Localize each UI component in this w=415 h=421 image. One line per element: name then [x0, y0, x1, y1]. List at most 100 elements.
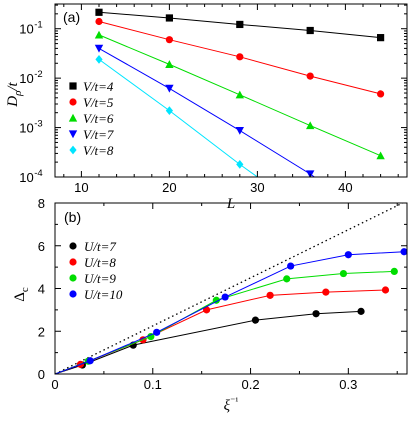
data-point: [251, 316, 260, 324]
x-tick-label: 0: [51, 377, 58, 392]
series-line: [98, 58, 259, 177]
series-line: [55, 289, 386, 374]
series-U/t=10: [55, 248, 407, 374]
data-point: [339, 269, 348, 278]
series-line: [55, 310, 362, 374]
y-axis-title: Dρ/t: [5, 81, 24, 107]
data-point: [381, 286, 390, 294]
legend-item: U/t=7: [69, 239, 116, 254]
data-point: [236, 53, 244, 61]
y-tick-label: 6: [38, 239, 45, 254]
y-tick-label: 2: [38, 324, 45, 339]
legend-item: V/t=5: [69, 95, 114, 110]
legend-label: U/t=9: [84, 271, 116, 286]
data-point: [235, 126, 244, 135]
plot-frame: [54, 3, 408, 178]
legend-label: U/t=7: [84, 239, 116, 254]
panel-a: 10 20 30 4010-410-310-210-1LDρ/t(a)V/t=4V/t…: [5, 3, 408, 212]
x-axis-title: ξ⁻¹: [224, 396, 239, 414]
legend-item: V/t=6: [68, 111, 114, 126]
series-U/t=7: [55, 307, 365, 374]
data-point: [357, 307, 365, 315]
data-point: [312, 310, 320, 318]
legend-label: V/t=7: [83, 127, 114, 142]
data-point: [94, 44, 104, 53]
x-tick-label: 10: [74, 180, 88, 195]
data-point: [95, 8, 103, 16]
data-point: [306, 121, 315, 130]
data-point: [306, 72, 314, 80]
legend-item: V/t=7: [68, 127, 114, 142]
series-V/t=8: [95, 54, 259, 177]
x-tick-label: 30: [250, 180, 264, 195]
data-point: [306, 170, 315, 177]
data-point: [94, 30, 104, 39]
y-tick-label: 10-4: [19, 168, 42, 185]
legend-marker: [69, 258, 77, 266]
y-tick-label: 4: [38, 282, 45, 297]
data-point: [147, 332, 155, 341]
data-point: [86, 357, 94, 365]
x-tick-label: 0.3: [339, 377, 357, 392]
legend-marker: [69, 290, 77, 298]
legend-item: U/t=9: [69, 271, 116, 286]
data-point: [287, 262, 295, 270]
legend-label: V/t=6: [83, 111, 114, 126]
data-point: [221, 293, 229, 301]
y-tick-label: 10-3: [19, 119, 42, 136]
legend-marker: [69, 274, 77, 282]
legend-marker: [69, 82, 77, 90]
data-point: [306, 26, 314, 35]
panel-label: (a): [63, 9, 80, 25]
legend-marker: [68, 113, 78, 122]
data-point: [400, 248, 407, 256]
legend-marker: [69, 145, 77, 155]
legend-label: U/t=8: [84, 255, 116, 270]
panel-label: (b): [64, 209, 81, 225]
data-point: [236, 20, 244, 29]
data-point: [165, 84, 174, 93]
data-point: [95, 17, 103, 26]
y-tick-label: 8: [38, 196, 45, 211]
x-tick-label: 0.2: [242, 377, 260, 392]
data-point: [377, 34, 385, 42]
x-tick-label: 40: [338, 180, 352, 195]
data-point: [165, 14, 173, 22]
legend-label: V/t=5: [83, 95, 114, 110]
legend-marker: [69, 242, 77, 250]
data-point: [283, 275, 291, 283]
legend-item: U/t=8: [69, 255, 116, 270]
series-line: [98, 47, 316, 177]
series-V/t=6: [94, 30, 385, 160]
y-axis-title: Δc: [12, 287, 31, 302]
legend-item: V/t=8: [69, 143, 114, 158]
data-point: [344, 251, 352, 259]
x-axis-title: L: [226, 196, 235, 212]
data-point: [165, 36, 173, 44]
data-point: [377, 90, 385, 98]
legend-item: V/t=4: [69, 79, 114, 94]
data-point: [376, 151, 385, 160]
y-tick-label: 0: [38, 367, 45, 382]
y-tick-label: 10-1: [19, 20, 42, 37]
data-point: [236, 159, 244, 169]
series-V/t=4: [95, 8, 385, 42]
panel-b: 0 0.1 0.2 0.3 0 2 4 6 8 ξ⁻¹ Δc (b)U/t=7U/t=8U/t=9U/…: [12, 196, 408, 414]
data-point: [322, 288, 330, 296]
legend-marker: [69, 98, 77, 106]
data-point: [266, 291, 274, 299]
data-point: [95, 54, 103, 64]
data-point: [153, 328, 161, 336]
data-point: [235, 90, 244, 99]
x-tick-label: 20: [162, 180, 176, 195]
legend-label: V/t=8: [83, 143, 114, 158]
legend-label: V/t=4: [83, 79, 114, 94]
data-point: [390, 267, 398, 275]
legend-label: U/t=10: [84, 287, 123, 302]
y-tick-label: 10-2: [19, 69, 42, 86]
legend-item: U/t=10: [69, 287, 123, 302]
series-V/t=7: [94, 44, 316, 177]
x-tick-label: 0.1: [144, 377, 162, 392]
data-point: [165, 60, 174, 68]
